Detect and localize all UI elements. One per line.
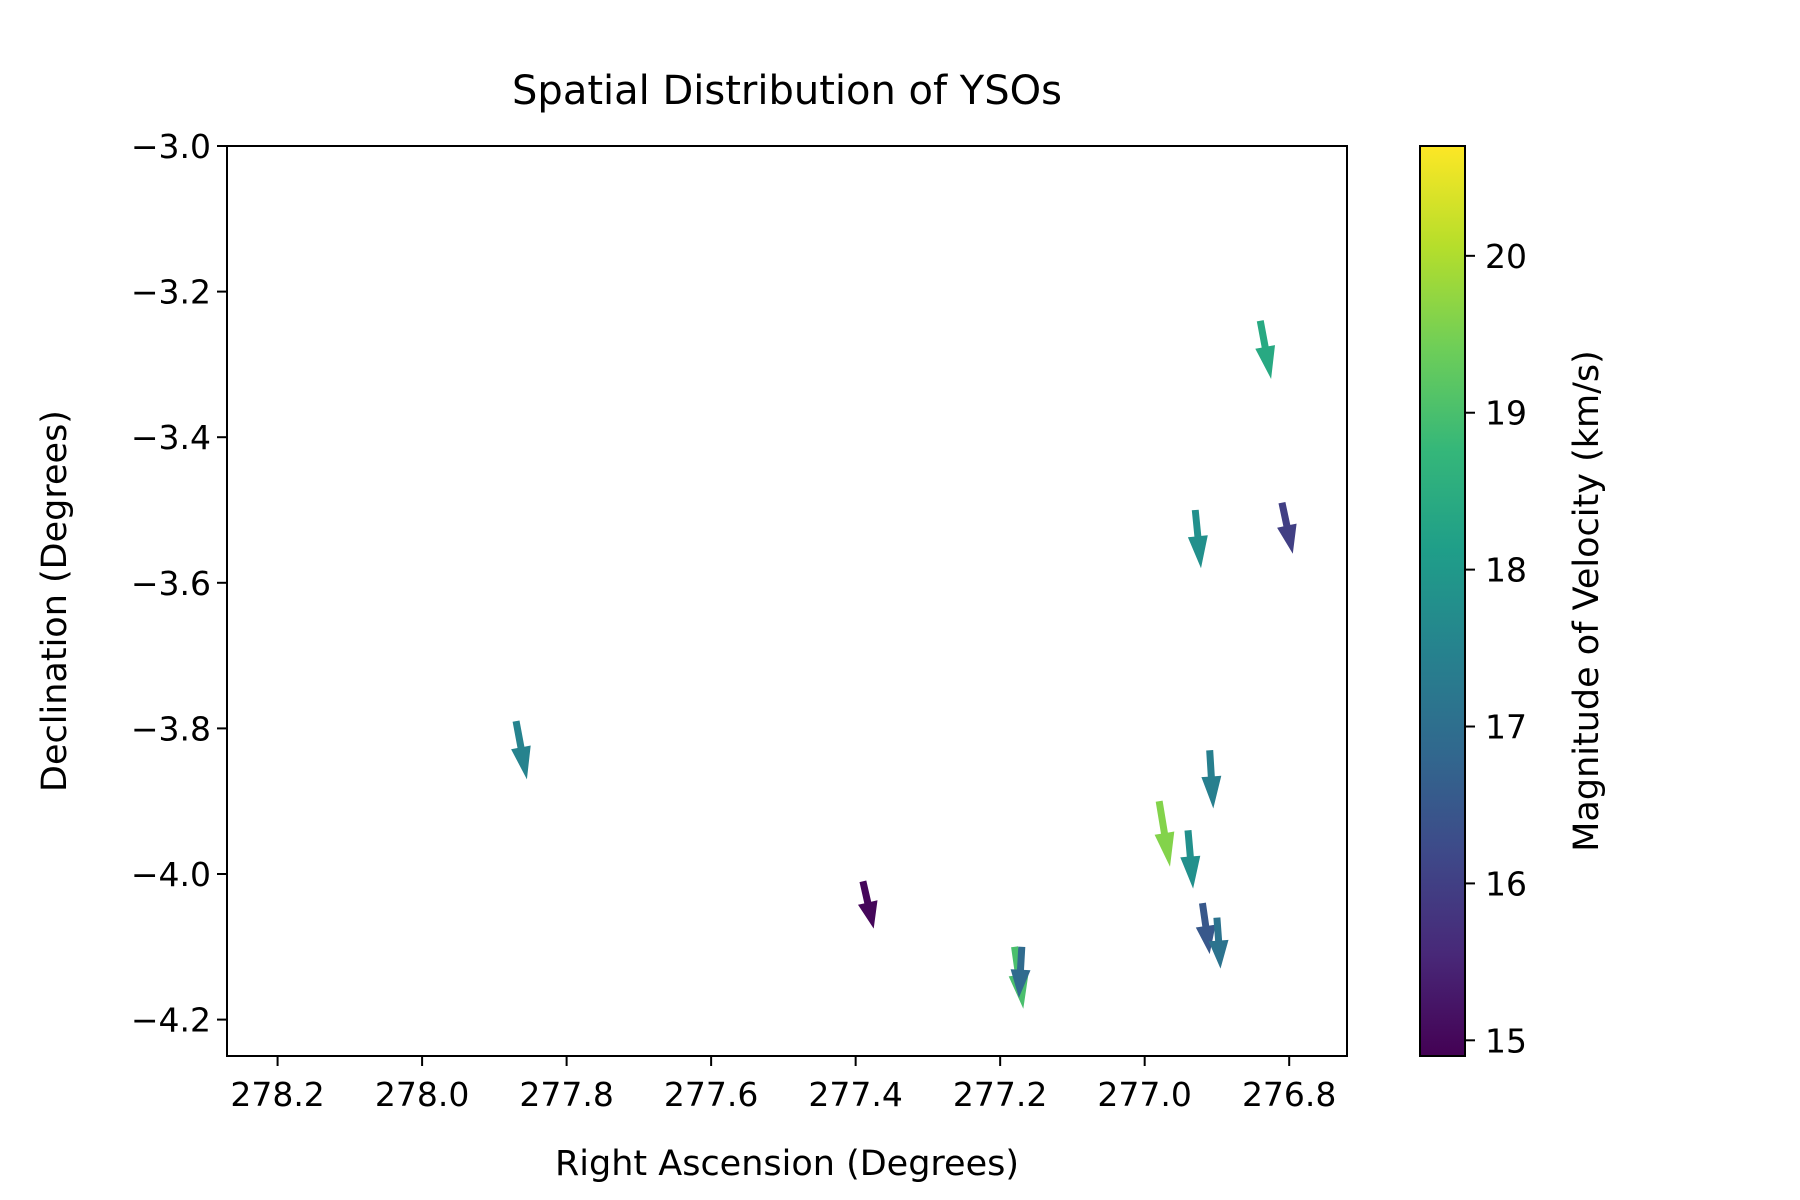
velocity-arrow <box>1255 320 1275 379</box>
colorbar <box>1419 145 1466 1057</box>
y-tick-label: −4.0 <box>131 855 211 894</box>
velocity-arrow <box>1010 946 1031 998</box>
x-tick-label: 277.2 <box>953 1075 1047 1114</box>
quiver-arrows <box>511 320 1297 1009</box>
velocity-arrow <box>1154 800 1175 867</box>
x-tick-label: 278.2 <box>230 1075 324 1114</box>
colorbar-tick-label: 16 <box>1485 864 1527 903</box>
colorbar-tick-label: 17 <box>1485 708 1527 747</box>
y-axis-label: Declination (Degrees) <box>35 410 75 792</box>
y-tick-label: −4.2 <box>131 1001 211 1040</box>
y-tick-label: −3.0 <box>131 127 211 166</box>
chart-title: Spatial Distribution of YSOs <box>512 68 1062 114</box>
x-axis-label: Right Ascension (Degrees) <box>555 1144 1019 1184</box>
colorbar-ticks: 15 16 17 18 19 20 <box>1465 237 1527 1060</box>
colorbar-label: Magnitude of Velocity (km/s) <box>1567 350 1607 852</box>
velocity-arrow <box>1277 502 1297 554</box>
velocity-arrow <box>1180 830 1201 889</box>
velocity-arrow <box>1201 750 1222 809</box>
plot-area <box>226 145 1348 1057</box>
velocity-arrow <box>511 720 531 780</box>
x-tick-label: 277.8 <box>519 1075 613 1114</box>
velocity-arrow <box>858 880 878 929</box>
y-axis-ticks: −3.0 −3.2 −3.4 −3.6 −3.8 −4.0 −4.2 <box>131 127 227 1040</box>
x-tick-label: 276.8 <box>1242 1075 1336 1114</box>
y-tick-label: −3.6 <box>131 564 211 603</box>
x-tick-label: 278.0 <box>375 1075 469 1114</box>
y-tick-label: −3.4 <box>131 418 211 457</box>
x-tick-label: 277.4 <box>808 1075 902 1114</box>
velocity-arrow <box>1187 509 1208 569</box>
colorbar-tick-label: 18 <box>1485 551 1527 590</box>
x-tick-label: 277.0 <box>1097 1075 1191 1114</box>
velocity-arrow <box>1208 917 1229 969</box>
colorbar-tick-label: 19 <box>1485 394 1527 433</box>
y-tick-label: −3.8 <box>131 709 211 748</box>
x-axis-ticks: 278.2 278.0 277.8 277.6 277.4 277.2 277.0 276.8 <box>230 1056 1336 1114</box>
colorbar-tick-label: 15 <box>1485 1021 1527 1060</box>
x-tick-label: 277.6 <box>664 1075 758 1114</box>
y-tick-label: −3.2 <box>131 273 211 312</box>
colorbar-tick-label: 20 <box>1485 237 1527 276</box>
